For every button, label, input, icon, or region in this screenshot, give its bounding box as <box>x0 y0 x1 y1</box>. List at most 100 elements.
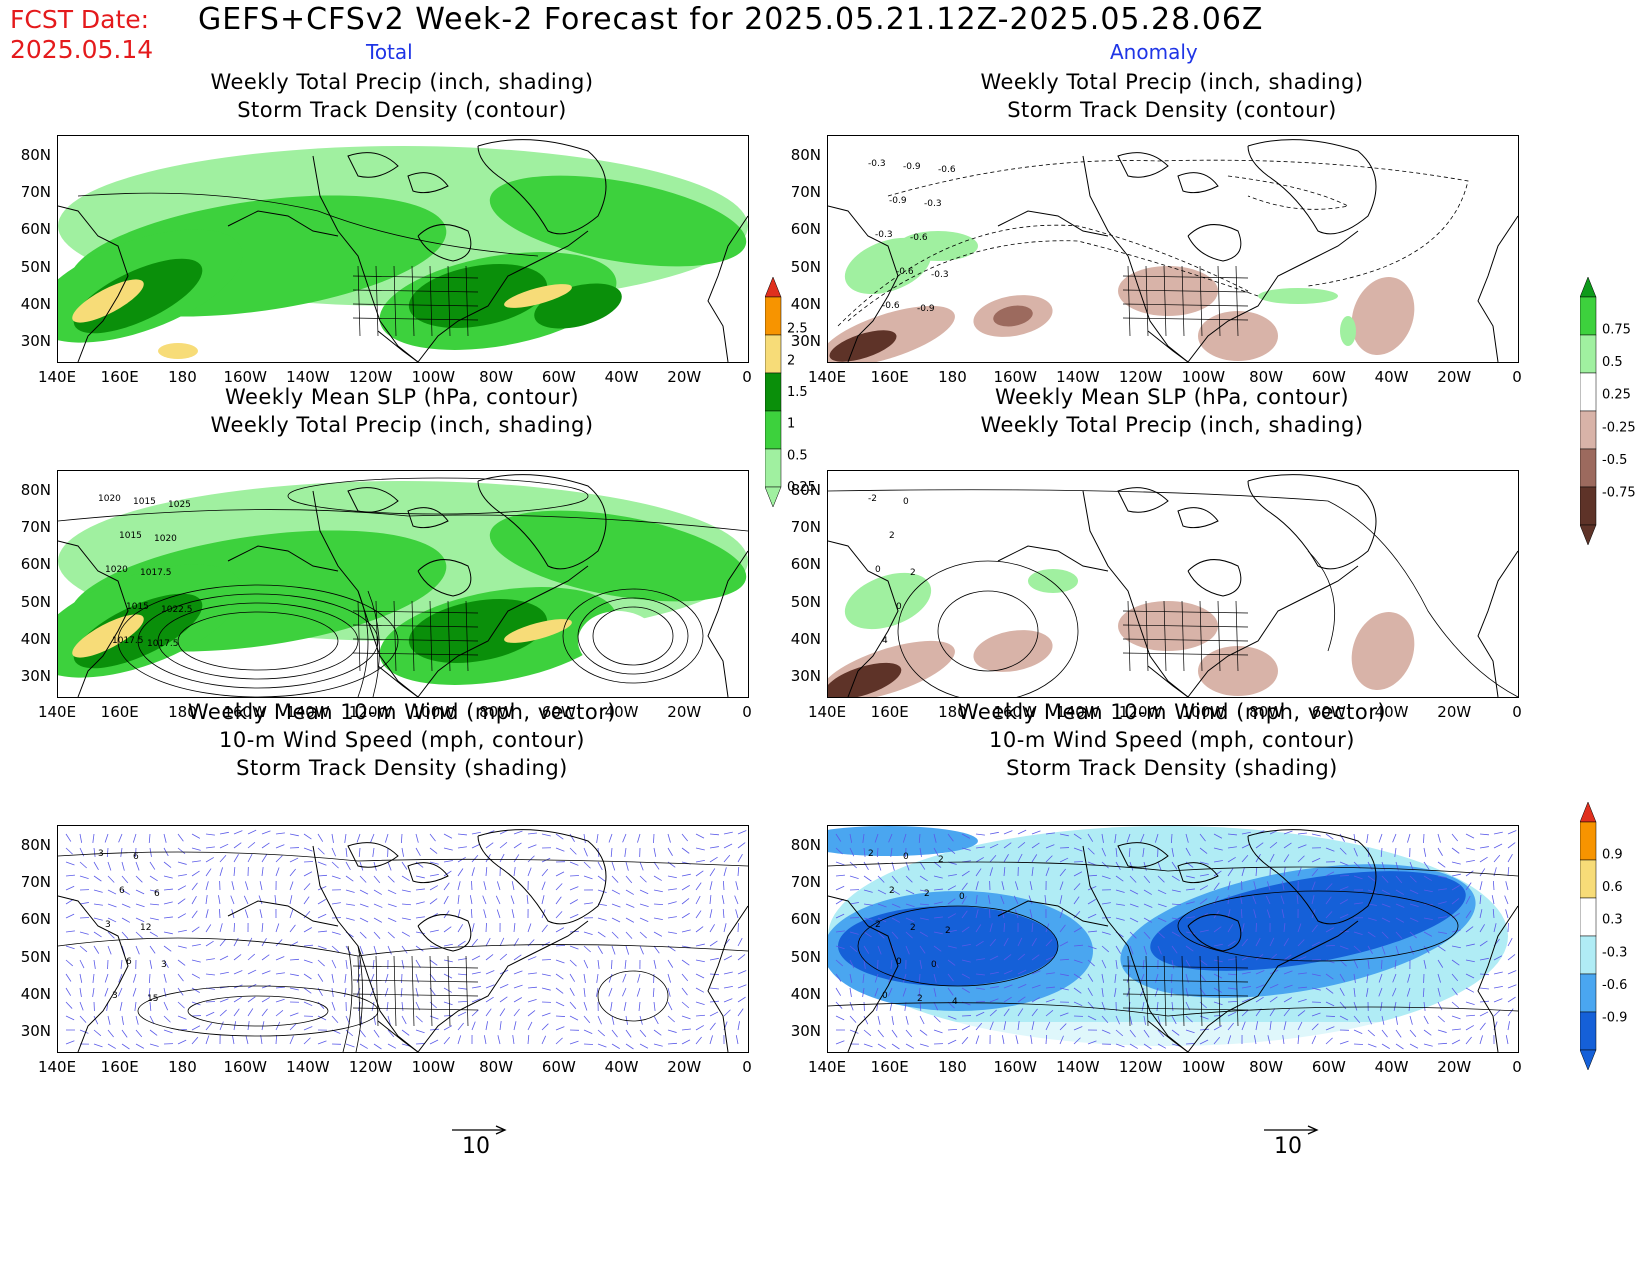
wind-vector <box>1073 1001 1083 1007</box>
wind-vector <box>219 955 229 961</box>
wind-vector <box>611 875 619 883</box>
wind-vector <box>709 987 719 990</box>
wind-vector <box>1073 987 1082 994</box>
wind-vector <box>1505 1035 1509 1045</box>
wind-vector <box>735 881 739 891</box>
wind-vector <box>358 847 361 858</box>
wind-vector <box>1087 913 1097 919</box>
wind-vector <box>722 880 725 891</box>
wind-vector <box>384 833 389 843</box>
wind-vector <box>1451 945 1461 949</box>
wind-vector <box>1031 1008 1038 1017</box>
wind-vector <box>902 833 907 843</box>
wind-vector <box>1281 909 1285 919</box>
wind-vector <box>527 923 532 933</box>
wind-vector <box>485 984 495 989</box>
wind-vector <box>370 973 375 983</box>
contour-label: 0 <box>903 852 909 862</box>
wind-vector <box>65 885 75 891</box>
east-coast-line <box>1187 565 1359 697</box>
wind-vector <box>275 972 285 975</box>
wind-vector <box>1507 830 1517 835</box>
wind-vector <box>1227 987 1237 990</box>
europe-coast-line <box>1477 905 1518 1052</box>
wind-vector <box>513 923 516 933</box>
wind-vector <box>1213 973 1223 979</box>
wind-vector <box>1255 1021 1259 1031</box>
wind-vector <box>79 987 82 997</box>
wind-vector <box>625 903 635 908</box>
wind-vector <box>1031 842 1040 849</box>
wind-vector <box>1297 923 1302 933</box>
lon-tick-label: 120W <box>348 703 393 721</box>
wind-vector <box>862 987 865 997</box>
wind-vector <box>622 987 627 997</box>
wind-vector <box>1129 889 1139 895</box>
wind-vector <box>695 859 705 863</box>
wind-vector <box>1185 875 1195 879</box>
lon-tick-label: 140W <box>286 368 330 386</box>
wind-vector <box>457 1011 467 1017</box>
wind-vector <box>1003 842 1012 849</box>
wind-vector <box>331 931 341 935</box>
wind-vector <box>596 833 599 843</box>
colorbar-segment <box>1579 296 1597 336</box>
wind-vector <box>947 833 954 842</box>
wind-vector <box>93 945 100 954</box>
west-coast-line <box>1082 845 1189 1052</box>
lon-tick-label: 180 <box>938 703 967 721</box>
wind-vector <box>471 843 481 849</box>
wind-vector <box>1073 927 1082 933</box>
wind-vector <box>1241 1021 1246 1031</box>
wind-vector <box>611 959 613 970</box>
wind-vector <box>401 875 410 882</box>
alaska-coast-line <box>997 545 1109 572</box>
wind-vector <box>359 945 364 955</box>
coastlines <box>58 474 748 697</box>
wind-vector <box>961 926 970 933</box>
lon-tick-label: 120W <box>348 368 393 386</box>
wind-vector <box>457 973 467 976</box>
wind-vector <box>1143 875 1151 884</box>
wind-vector <box>1143 889 1152 895</box>
wind-vector <box>163 861 172 868</box>
wind-vector <box>975 881 979 891</box>
wind-vector <box>975 958 985 961</box>
wind-vector <box>1437 888 1447 891</box>
wind-vector <box>485 1008 492 1017</box>
wind-vector <box>1451 1001 1460 1009</box>
colorbar-label: 2 <box>787 353 795 368</box>
wind-vector <box>191 833 201 839</box>
wind-vector <box>289 1012 299 1017</box>
contour-label: 0 <box>903 497 909 507</box>
wind-vector <box>177 874 187 877</box>
wind-vector <box>639 945 644 955</box>
wind-vector <box>219 867 223 877</box>
wind-vector <box>1423 833 1425 844</box>
wind-vector <box>1031 830 1041 835</box>
wind-vector <box>415 1015 423 1023</box>
wind-vector <box>148 973 151 984</box>
contour-label: 0 <box>875 565 881 575</box>
wind-vector <box>1409 931 1417 939</box>
wind-vector <box>1199 959 1208 966</box>
wind-vector <box>387 1015 391 1025</box>
wind-vector <box>245 1035 249 1045</box>
wind-vector <box>1507 853 1513 863</box>
lat-tick-label: 30N <box>790 332 821 351</box>
wind-vector <box>370 833 375 843</box>
lat-tick-label: 30N <box>20 1022 51 1041</box>
wind-vector <box>1017 996 1026 1003</box>
wind-vector <box>1465 910 1472 919</box>
lon-tick-label: 160E <box>870 703 909 721</box>
wind-vector <box>1269 937 1275 947</box>
wind-vector <box>1437 1015 1445 1023</box>
wind-vector <box>1437 931 1447 934</box>
wind-vector <box>709 957 719 961</box>
wind-vector <box>1395 945 1400 955</box>
wind-vector <box>1227 881 1231 891</box>
wind-vector <box>1353 902 1363 905</box>
wind-vector <box>1507 996 1516 1003</box>
wind-vector <box>1493 854 1501 863</box>
wind-vector <box>177 833 184 842</box>
